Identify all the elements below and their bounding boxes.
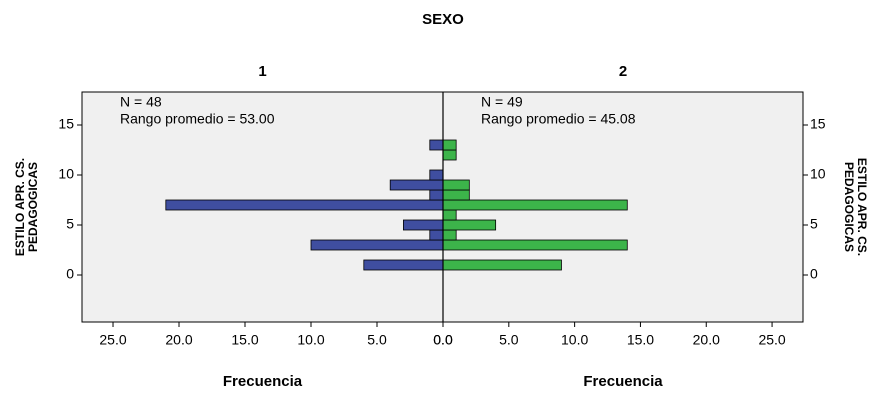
bar [165,199,444,211]
y-tick-label: 15 [58,116,74,132]
x-tick-label: 5.0 [499,332,519,348]
bar [429,169,444,181]
x-tick-label: 20.0 [693,332,720,348]
annotation: Rango promedio = 53.00 [120,111,275,127]
bar [442,229,457,241]
x-tick-label: 15.0 [231,332,258,348]
bar [429,189,444,201]
y-tick-label: 10 [58,166,74,182]
x-tick-label: 5.0 [367,332,387,348]
y-label: ESTILO APR. CS. [13,158,27,256]
bar [442,139,457,151]
x-tick-label: 10.0 [561,332,588,348]
y-tick-label: 5 [66,216,74,232]
y-tick-label: 0 [810,266,818,282]
bar [442,259,562,271]
y-tick-label: 5 [810,216,818,232]
annotation: Rango promedio = 45.08 [481,111,636,127]
panel-label: 2 [619,63,627,80]
x-label: Frecuencia [583,373,663,390]
x-label: Frecuencia [223,373,303,390]
y-label: PEDAGOGICAS [842,162,856,252]
x-tick-label: 20.0 [165,332,192,348]
y-label: PEDAGOGICAS [26,162,40,252]
bar [442,219,497,231]
chart-title: SEXO [422,11,464,28]
x-tick-label: 25.0 [758,332,785,348]
bar [442,149,457,161]
y-tick-label: 10 [810,166,826,182]
x-tick-label: 10.0 [297,332,324,348]
bar [429,229,444,241]
y-tick-label: 15 [810,116,826,132]
bar [363,259,444,271]
bar [442,209,457,221]
bar [389,179,444,191]
bar [310,239,444,251]
y-label-left: ESTILO APR. CS. PEDAGOGICAS [13,158,40,256]
y-label: ESTILO APR. CS. [855,158,869,256]
x-tick-label: 25.0 [99,332,126,348]
panel-label: 1 [258,63,266,80]
bar [442,239,628,251]
bar [442,189,470,201]
y-label-right: ESTILO APR. CS. PEDAGOGICAS [842,158,869,256]
annotation: N = 49 [481,94,523,110]
bar [429,139,444,151]
bar [442,199,628,211]
x-tick-label: 15.0 [627,332,654,348]
bar [403,219,444,231]
x-tick-label: 0.0 [433,332,453,348]
x-tick-label: 0.0 [433,332,453,348]
annotation: N = 48 [120,94,162,110]
y-tick-label: 0 [66,266,74,282]
bar [442,179,470,191]
